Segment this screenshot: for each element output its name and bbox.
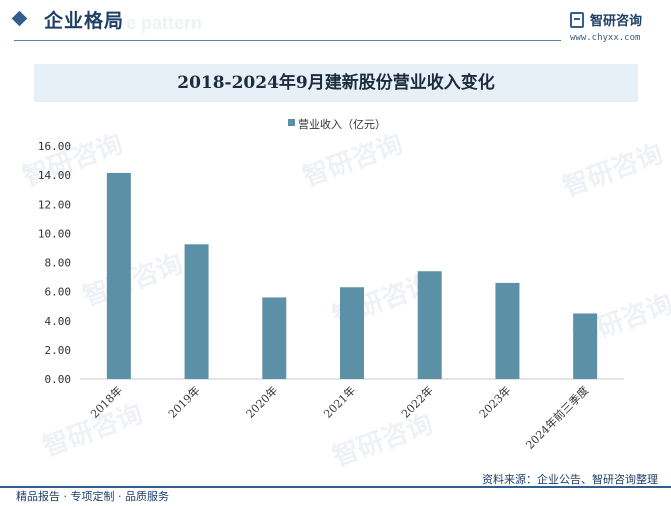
legend-label: 营业收入（亿元） bbox=[298, 118, 386, 131]
bar-chart: 0.00 2.00 4.00 6.00 8.00 10.00 12.00 14.00 16.00… bbox=[38, 140, 624, 452]
bar bbox=[495, 282, 520, 379]
bar bbox=[106, 172, 131, 379]
bar bbox=[184, 244, 209, 379]
logo-name: 智研咨询 bbox=[590, 14, 643, 29]
y-tick-label: 6.00 bbox=[45, 286, 72, 299]
footer-divider bbox=[0, 486, 671, 488]
header-ghost-text: e pattern bbox=[126, 13, 203, 33]
footer-slogan: 精品报告 · 专项定制 · 品质服务 bbox=[16, 490, 169, 503]
chart-title-band: 2018-2024年9月建新股份营业收入变化 bbox=[34, 64, 638, 102]
y-tick-label: 4.00 bbox=[45, 315, 72, 328]
bar bbox=[417, 271, 442, 379]
bar bbox=[262, 297, 287, 379]
chart-title: 2018-2024年9月建新股份营业收入变化 bbox=[177, 73, 495, 93]
y-tick-label: 12.00 bbox=[38, 198, 71, 211]
x-tick-label: 2019年 bbox=[165, 383, 202, 420]
x-tick-label: 2023年 bbox=[476, 383, 513, 420]
page-title: 企业格局 bbox=[44, 10, 125, 32]
y-tick-label: 10.00 bbox=[38, 227, 71, 240]
y-tick-label: 16.00 bbox=[38, 140, 71, 153]
legend-swatch bbox=[288, 119, 295, 126]
logo-url: www.chyxx.com bbox=[570, 33, 641, 43]
bar bbox=[340, 287, 364, 379]
x-tick-label: 2021年 bbox=[321, 383, 358, 420]
x-tick-label: 2020年 bbox=[243, 383, 280, 420]
header-divider bbox=[14, 40, 561, 41]
footer-source: 资料来源：企业公告、智研咨询整理 bbox=[482, 473, 658, 486]
x-tick-label: 2018年 bbox=[88, 383, 125, 420]
y-tick-label: 2.00 bbox=[45, 344, 72, 357]
y-tick-label: 8.00 bbox=[45, 257, 72, 270]
page-header: e pattern 企业格局 智研咨询 www.chyxx.com bbox=[0, 0, 671, 44]
y-tick-label: 14.00 bbox=[38, 169, 71, 182]
bar bbox=[573, 313, 598, 379]
brand-logo: 智研咨询 www.chyxx.com bbox=[570, 10, 665, 44]
logo-icon bbox=[570, 12, 584, 28]
x-tick-label: 2024年前三季度 bbox=[523, 383, 592, 452]
x-tick-label: 2022年 bbox=[398, 383, 435, 420]
y-tick-label: 0.00 bbox=[45, 373, 72, 386]
